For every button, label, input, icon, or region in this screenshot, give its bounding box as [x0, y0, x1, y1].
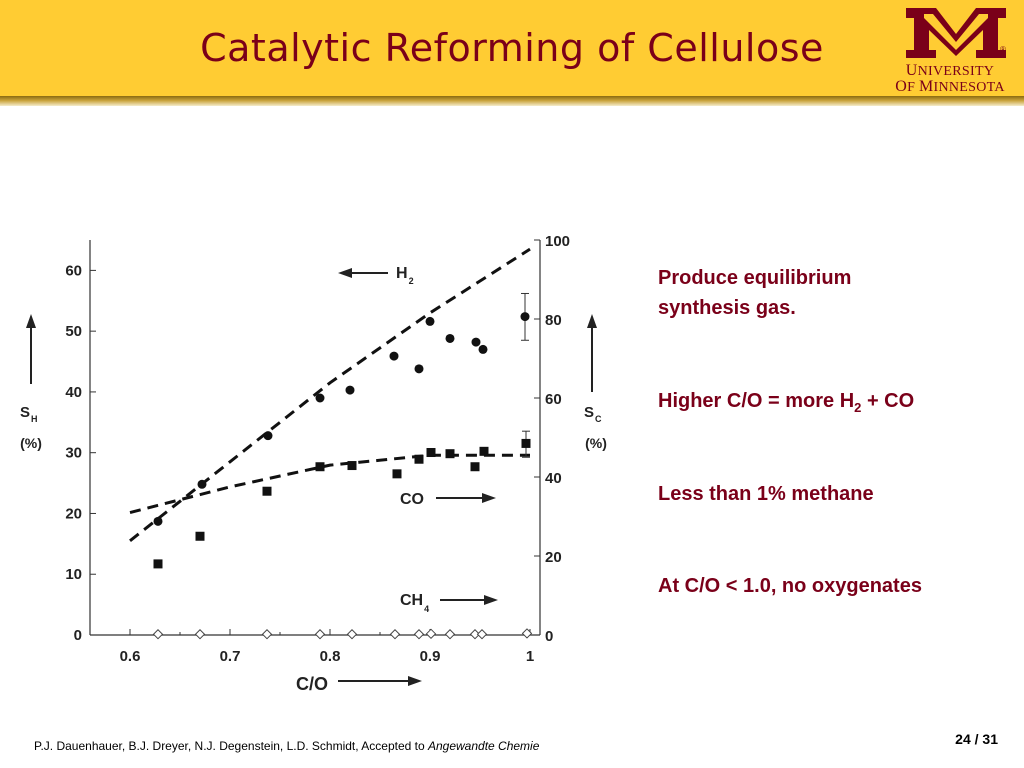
trend-line-h2 [129, 247, 531, 542]
point-ch4 [389, 629, 401, 640]
point-ch4 [425, 628, 437, 640]
point-co [262, 486, 272, 496]
x-tick-label: 1 [526, 648, 534, 665]
right-tick-label: 60 [545, 391, 562, 408]
point-h2 [478, 344, 488, 354]
x-tick-label: 0.7 [220, 648, 241, 665]
point-co [315, 462, 325, 472]
arrow-head-icon [482, 493, 496, 503]
point-h2 [389, 351, 399, 361]
x-axis-label: C/O [296, 674, 328, 694]
right-tick-label: 40 [545, 470, 562, 487]
point-ch4 [194, 629, 206, 640]
point-ch4 [314, 629, 326, 640]
x-tick-label: 0.8 [320, 648, 341, 665]
point-co [414, 454, 424, 464]
left-tick-label: 10 [65, 566, 82, 583]
series-label-co: CO [400, 491, 424, 508]
point-co [195, 531, 205, 541]
bullet-higher-co: Higher C/O = more H2 + CO [658, 390, 915, 415]
point-co [445, 449, 455, 459]
point-h2 [471, 337, 481, 347]
point-ch4 [521, 628, 533, 639]
point-co [347, 461, 357, 471]
point-ch4 [413, 629, 425, 640]
trend-line-co [129, 453, 530, 515]
selectivity-chart: 0.6 0.7 0.8 0.9 10102030405060020406080100SH… [20, 233, 607, 694]
point-h2 [520, 312, 530, 322]
right-tick-label: 80 [545, 312, 562, 329]
left-tick-label: 60 [65, 262, 82, 279]
bullet-oxygenates: At C/O < 1.0, no oxygenates [658, 575, 922, 597]
point-ch4 [476, 629, 488, 640]
x-tick-label: 0.9 [420, 648, 441, 665]
right-axis-label: SC [584, 404, 602, 424]
point-ch4 [152, 629, 164, 640]
journal-name: Angewandte Chemie [427, 739, 540, 753]
left-tick-label: 50 [65, 323, 82, 340]
point-co [479, 446, 489, 456]
point-h2 [263, 431, 273, 441]
point-co [153, 559, 163, 569]
registered-mark: ® [1000, 45, 1006, 54]
header-rule [0, 96, 1024, 106]
right-axis-unit: (%) [585, 435, 607, 451]
right-tick-label: 0 [545, 628, 553, 645]
arrow-head-icon [484, 595, 498, 605]
block-m-logo [906, 8, 1006, 58]
header-bar [0, 0, 1024, 96]
arrow-head-icon [338, 268, 352, 278]
series-label-ch4: CH4 [400, 592, 429, 614]
point-co [426, 448, 436, 458]
point-ch4 [261, 629, 273, 640]
point-h2 [197, 479, 207, 489]
right-tick-label: 20 [545, 549, 562, 566]
point-h2 [425, 316, 435, 326]
point-co [392, 469, 402, 479]
arrow-head-icon [26, 314, 36, 328]
bullet-methane: Less than 1% methane [658, 483, 874, 505]
series-label-h2: H2 [396, 265, 414, 286]
point-co [521, 438, 531, 448]
university-logo: ® [906, 8, 1006, 58]
slide-title: Catalytic Reforming of Cellulose [200, 26, 824, 70]
left-tick-label: 30 [65, 445, 82, 462]
point-ch4 [444, 629, 456, 640]
left-axis-label: SH [20, 404, 38, 424]
left-axis-unit: (%) [20, 435, 42, 451]
university-name-line1: UNIVERSITY [905, 62, 995, 79]
bullet-equilibrium: Produce equilibrium synthesis gas. [658, 267, 852, 319]
point-ch4 [346, 629, 358, 640]
university-name-line2: OF MINNESOTA [895, 78, 1005, 95]
x-tick-label: 0.6 [120, 648, 141, 665]
right-tick-label: 100 [545, 233, 570, 250]
left-tick-label: 0 [74, 627, 82, 644]
left-tick-label: 20 [65, 505, 82, 522]
point-co [470, 462, 480, 472]
footer-citation: P.J. Dauenhauer, B.J. Dreyer, N.J. Degen… [34, 739, 540, 753]
point-h2 [153, 516, 163, 526]
arrow-head-icon [408, 676, 422, 686]
left-tick-label: 40 [65, 384, 82, 401]
point-h2 [315, 393, 325, 403]
point-h2 [414, 364, 424, 374]
point-ch4 [469, 629, 481, 640]
point-h2 [345, 385, 355, 395]
page-number: 24 / 31 [955, 731, 998, 747]
arrow-head-icon [587, 314, 597, 328]
point-h2 [445, 333, 455, 343]
